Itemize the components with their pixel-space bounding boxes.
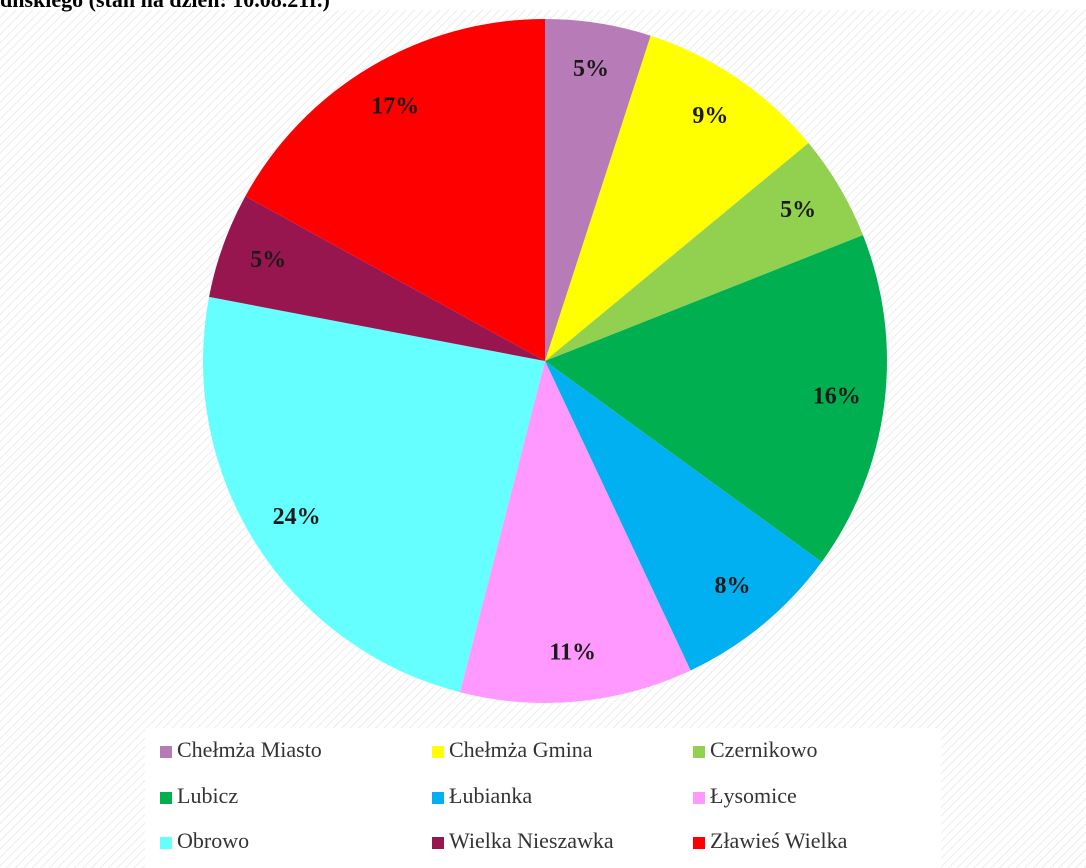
pie-slice: [545, 143, 863, 361]
title-band: [0, 0, 1086, 10]
legend-box: [145, 728, 941, 868]
data-label: 8%: [714, 573, 750, 599]
legend-swatch: [160, 837, 172, 849]
legend-swatch: [432, 792, 444, 804]
data-label: 5%: [250, 247, 286, 273]
pie-slice: [545, 361, 822, 671]
legend-label: Chełmża Gmina: [449, 737, 593, 762]
legend-swatch: [160, 746, 172, 758]
pie-slice: [245, 19, 546, 361]
data-label: 11%: [549, 639, 596, 665]
pie-slice: [545, 35, 809, 361]
legend-swatch: [693, 837, 705, 849]
legend-label: Obrowo: [177, 828, 249, 853]
pie-slice: [545, 235, 888, 563]
legend-swatch: [432, 746, 444, 758]
legend-swatch: [160, 792, 172, 804]
legend-swatch: [432, 837, 444, 849]
pie-slice: [459, 361, 691, 703]
legend-label: Czernikowo: [710, 737, 818, 762]
pie: 5% 9% 5% 16% 8% 11% 24% 5% 17%: [202, 19, 888, 703]
data-label: 5%: [780, 197, 816, 223]
legend-label: Wielka Nieszawka: [449, 828, 614, 853]
legend-label: Łysomice: [710, 783, 797, 808]
data-label: 9%: [692, 103, 728, 129]
legend-label: Zławieś Wielka: [710, 828, 848, 853]
legend-label: Łubianka: [449, 783, 532, 808]
data-label: 17%: [371, 93, 419, 119]
legend-label: Lubicz: [177, 783, 238, 808]
pie-slice: [545, 19, 651, 361]
data-label: 16%: [813, 383, 861, 409]
data-label: 24%: [273, 504, 321, 530]
legend: Chełmża Miasto Chełmża Gmina Czernikowo Lub…: [160, 737, 848, 853]
chart-title: dnskiego (stan na dzień: 10.08.21r.): [0, 0, 330, 12]
data-label: 5%: [573, 56, 609, 82]
legend-swatch: [693, 792, 705, 804]
pie-slice: [202, 296, 545, 693]
legend-swatch: [693, 746, 705, 758]
pie-slice: [209, 196, 546, 361]
legend-label: Chełmża Miasto: [177, 737, 322, 762]
